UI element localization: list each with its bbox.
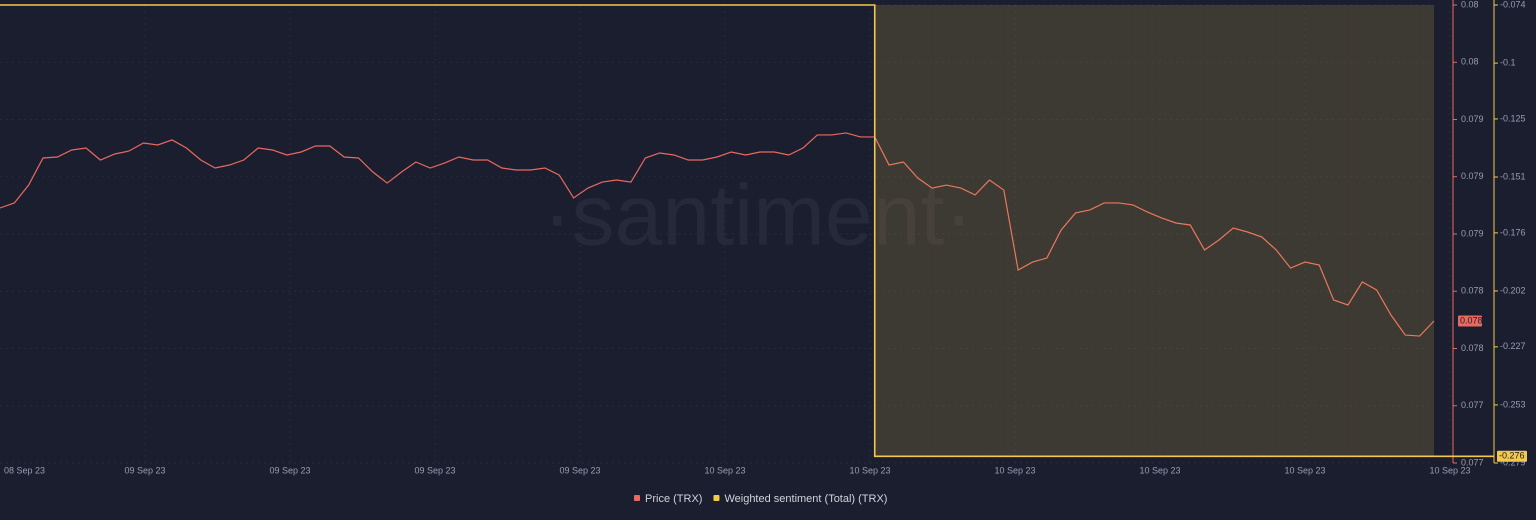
legend-swatch[interactable] (713, 495, 720, 501)
legend-label: Weighted sentiment (Total) (TRX) (724, 493, 887, 505)
y2-tick-label: -0.253 (1500, 399, 1526, 409)
sentiment-area (1362, 5, 1377, 457)
y-tick-label: 0.077 (1461, 457, 1484, 467)
sentiment-area (989, 5, 1004, 457)
series-line (0, 4, 1494, 458)
last-value-label: 0.078 (1460, 315, 1483, 325)
legend-label: Price (TRX) (645, 493, 702, 505)
sentiment-area (1347, 5, 1363, 457)
sentiment-area (1261, 5, 1277, 457)
series-line (0, 132, 1435, 337)
y-tick-label: 0.077 (1461, 400, 1484, 410)
sentiment-area (1104, 5, 1119, 457)
sentiment-area (1075, 5, 1090, 457)
sentiment-area (1003, 5, 1019, 457)
sentiment-area (1419, 5, 1434, 457)
sentiment-area (1147, 5, 1162, 457)
y-tick-label: 0.079 (1461, 114, 1484, 124)
x-tick-label: 10 Sep 23 (1429, 465, 1470, 475)
sentiment-area (1032, 5, 1047, 457)
y2-tick-label: -0.074 (1500, 0, 1526, 9)
sentiment-area (1018, 5, 1033, 457)
sentiment-area (932, 5, 947, 457)
y2-tick-label: -0.125 (1500, 113, 1526, 123)
sentiment-area (960, 5, 976, 457)
x-tick-label: 10 Sep 23 (994, 465, 1035, 475)
sentiment-area (1290, 5, 1305, 457)
last-value-tag (1458, 315, 1482, 327)
x-tick-label: 10 Sep 23 (849, 465, 890, 475)
sentiment-area (1175, 5, 1191, 457)
y2-tick-label: -0.151 (1500, 171, 1526, 181)
sentiment-area (1132, 5, 1148, 457)
y2-tick-label: -0.227 (1500, 341, 1526, 351)
x-tick-label: 09 Sep 23 (124, 465, 165, 475)
y-tick-label: 0.079 (1461, 171, 1484, 181)
watermark: ·santiment· (543, 168, 973, 264)
last-value-label: -0.276 (1499, 451, 1525, 461)
y2-tick-label: -0.1 (1500, 57, 1516, 67)
y-tick-label: 0.078 (1461, 343, 1484, 353)
sentiment-area (889, 5, 904, 457)
x-tick-label: 08 Sep 23 (4, 465, 45, 475)
x-tick-label: 10 Sep 23 (1284, 465, 1325, 475)
sentiment-area (1376, 5, 1391, 457)
sentiment-area (1405, 5, 1420, 457)
sentiment-area (1161, 5, 1176, 457)
sentiment-area (1390, 5, 1406, 457)
last-value-tag (1497, 450, 1527, 462)
sentiment-area (1218, 5, 1234, 457)
x-tick-label: 09 Sep 23 (269, 465, 310, 475)
sentiment-area (1304, 5, 1320, 457)
sentiment-area (1233, 5, 1248, 457)
x-tick-label: 09 Sep 23 (414, 465, 455, 475)
sentiment-area (1204, 5, 1219, 457)
legend-swatch[interactable] (634, 495, 640, 501)
sentiment-area (1319, 5, 1334, 457)
sentiment-area (975, 5, 990, 457)
sentiment-area (903, 5, 918, 457)
x-tick-label: 10 Sep 23 (704, 465, 745, 475)
sentiment-area (874, 5, 890, 457)
x-tick-label: 09 Sep 23 (559, 465, 600, 475)
y-tick-label: 0.079 (1461, 228, 1484, 238)
sentiment-area (946, 5, 961, 457)
y-tick-label: 0.078 (1461, 286, 1484, 296)
sentiment-area (1190, 5, 1205, 457)
y-tick-label: 0.08 (1461, 57, 1479, 67)
y2-tick-label: -0.176 (1500, 227, 1526, 237)
y-tick-label: 0.08 (1461, 0, 1479, 9)
sentiment-area (1118, 5, 1133, 457)
sentiment-area (1276, 5, 1291, 457)
sentiment-area (1061, 5, 1076, 457)
x-tick-label: 10 Sep 23 (1139, 465, 1180, 475)
sentiment-area (1046, 5, 1062, 457)
y2-tick-label: -0.279 (1500, 457, 1526, 467)
sentiment-area (1247, 5, 1262, 457)
y2-tick-label: -0.202 (1500, 285, 1526, 295)
sentiment-area (1089, 5, 1105, 457)
sentiment-area (917, 5, 933, 457)
sentiment-area (1333, 5, 1348, 457)
